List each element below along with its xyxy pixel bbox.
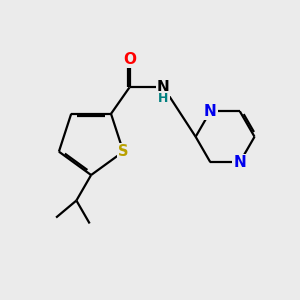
Text: N: N: [204, 104, 217, 119]
Text: H: H: [158, 92, 169, 105]
Text: O: O: [123, 52, 136, 67]
Text: N: N: [233, 155, 246, 170]
Text: N: N: [157, 80, 170, 95]
Text: S: S: [118, 144, 129, 159]
